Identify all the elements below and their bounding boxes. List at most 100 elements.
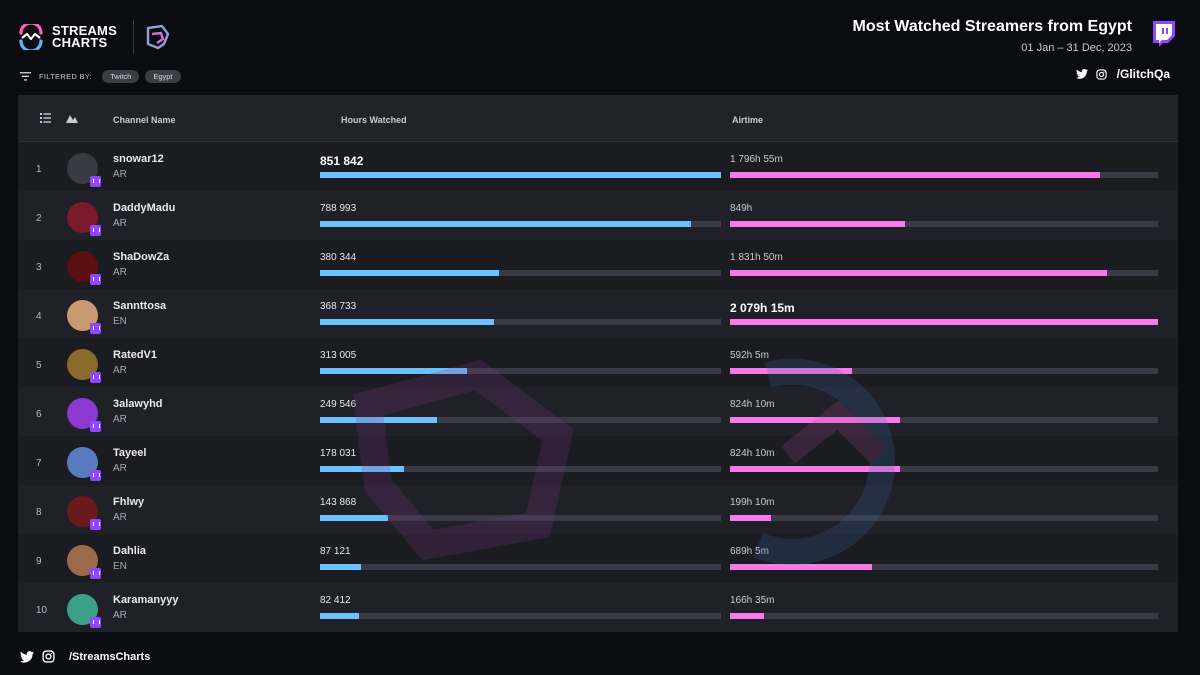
twitch-icon [90, 225, 101, 236]
channel-name[interactable]: Fhlwy [113, 496, 145, 508]
hours-watched-value: 313 005 [320, 350, 357, 361]
glitchqa-handle[interactable]: /GlitchQa [1116, 67, 1170, 81]
channel-name[interactable]: Karamanyyy [113, 594, 179, 606]
airtime-value: 2 079h 15m [730, 301, 795, 315]
hours-watched-bar [320, 172, 721, 178]
channel-name[interactable]: Sannttosa [113, 300, 167, 312]
hours-watched-value: 143 868 [320, 497, 357, 508]
filter-row: FILTERED BY: Twitch Egypt [20, 70, 187, 83]
streams-charts-logo: STREAMS CHARTS [18, 20, 172, 54]
streams-charts-mark-icon [19, 24, 43, 50]
rank: 4 [36, 311, 42, 322]
hours-watched-track [320, 466, 721, 472]
channel-name[interactable]: 3alawyhd [113, 398, 163, 410]
airtime-track [730, 368, 1158, 374]
channel-name[interactable]: snowar12 [113, 153, 164, 165]
channel-name[interactable]: Tayeel [113, 447, 147, 459]
table-row[interactable]: 6 3alawyhd AR 249 546 824h 10m [18, 387, 1178, 436]
hours-watched-track [320, 172, 721, 178]
airtime-bar [730, 270, 1108, 276]
date-range: 01 Jan – 31 Dec, 2023 [1021, 42, 1132, 54]
glitchqa-logo-icon [146, 24, 170, 50]
instagram-icon [1096, 68, 1107, 80]
hours-watched-track [320, 319, 721, 325]
list-icon[interactable] [40, 113, 51, 123]
streamscharts-handle[interactable]: /StreamsCharts [69, 650, 151, 663]
hours-watched-track [320, 564, 721, 570]
hours-watched-track [320, 613, 721, 619]
airtime-track [730, 270, 1158, 276]
hours-watched-bar [320, 368, 468, 374]
channel-name[interactable]: DaddyMadu [113, 202, 176, 214]
twitch-icon [90, 421, 101, 432]
trend-icon[interactable] [66, 113, 78, 123]
hours-watched-value: 851 842 [320, 154, 364, 168]
channel-name[interactable]: ShaDowZa [113, 251, 170, 263]
hours-watched-bar [320, 270, 500, 276]
logo-divider [132, 20, 134, 54]
hours-watched-value: 380 344 [320, 252, 357, 263]
hours-watched-track [320, 515, 721, 521]
rank: 3 [36, 262, 42, 273]
channel-language: AR [113, 169, 127, 180]
hours-watched-bar [320, 221, 692, 227]
table-row[interactable]: 3 ShaDowZa AR 380 344 1 831h 50m [18, 240, 1178, 289]
channel-name[interactable]: Dahlia [113, 545, 147, 557]
instagram-icon [42, 650, 55, 663]
twitch-icon [90, 274, 101, 285]
channel-language: AR [113, 512, 127, 523]
table-row[interactable]: 10 Karamanyyy AR 82 412 166h 35m [18, 583, 1178, 632]
filter-chip-country[interactable]: Egypt [145, 70, 181, 83]
brand-wordmark: STREAMS CHARTS [52, 23, 117, 50]
header-social: /GlitchQa [1075, 67, 1170, 81]
table-row[interactable]: 4 Sannttosa EN 368 733 2 079h 15m [18, 289, 1178, 338]
twitch-icon [90, 617, 101, 628]
airtime-value: 824h 10m [730, 399, 775, 410]
hours-watched-bar [320, 564, 362, 570]
airtime-track [730, 613, 1158, 619]
filter-chip-platform[interactable]: Twitch [102, 70, 140, 83]
airtime-bar [730, 319, 1158, 325]
hours-watched-bar [320, 466, 404, 472]
hours-watched-track [320, 270, 721, 276]
channel-language: AR [113, 463, 127, 474]
table-header: Channel Name Hours Watched Airtime [18, 95, 1178, 142]
hours-watched-value: 368 733 [320, 301, 357, 312]
airtime-value: 824h 10m [730, 448, 775, 459]
twitch-icon [90, 470, 101, 481]
hours-watched-value: 178 031 [320, 448, 357, 459]
filter-icon [20, 72, 31, 81]
table-row[interactable]: 2 DaddyMadu AR 788 993 849h [18, 191, 1178, 240]
hours-watched-value: 82 412 [320, 595, 351, 606]
channel-language: AR [113, 414, 127, 425]
table-row[interactable]: 9 Dahlia EN 87 121 689h 5m [18, 534, 1178, 583]
twitch-icon [90, 372, 101, 383]
airtime-value: 166h 35m [730, 595, 775, 606]
column-header-hours[interactable]: Hours Watched [341, 115, 407, 125]
airtime-bar [730, 613, 765, 619]
rank: 8 [36, 507, 42, 518]
channel-language: AR [113, 365, 127, 376]
airtime-track [730, 172, 1158, 178]
channel-language: AR [113, 218, 127, 229]
channel-name[interactable]: RatedV1 [113, 349, 158, 361]
airtime-value: 849h [730, 203, 753, 214]
rank: 6 [36, 409, 42, 420]
airtime-value: 689h 5m [730, 546, 769, 557]
column-header-channel[interactable]: Channel Name [113, 115, 176, 125]
hours-watched-bar [320, 515, 388, 521]
table-row[interactable]: 7 Tayeel AR 178 031 824h 10m [18, 436, 1178, 485]
airtime-value: 1 796h 55m [730, 154, 783, 165]
table-row[interactable]: 1 snowar12 AR 851 842 1 796h 55m [18, 142, 1178, 191]
column-header-airtime[interactable]: Airtime [732, 115, 764, 125]
hours-watched-track [320, 417, 721, 423]
twitch-icon [90, 323, 101, 334]
hours-watched-bar [320, 319, 494, 325]
twitter-icon [1075, 69, 1088, 79]
table-row[interactable]: 8 Fhlwy AR 143 868 199h 10m [18, 485, 1178, 534]
rank: 10 [36, 605, 48, 616]
airtime-value: 1 831h 50m [730, 252, 783, 263]
streamers-table: Channel Name Hours Watched Airtime 1 snow… [18, 95, 1178, 632]
table-row[interactable]: 5 RatedV1 AR 313 005 592h 5m [18, 338, 1178, 387]
airtime-track [730, 319, 1158, 325]
